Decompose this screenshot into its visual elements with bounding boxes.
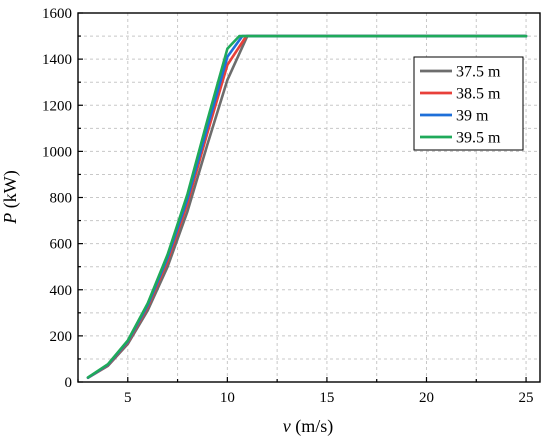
y-tick-label: 200 — [50, 329, 73, 345]
x-axis-unit: (m/s) — [291, 416, 334, 436]
legend-label-0: 37.5 m — [456, 64, 501, 81]
legend: 37.5 m 38.5 m 39 m 39.5 m — [413, 56, 524, 151]
x-tick-label: 15 — [319, 390, 334, 406]
x-axis-var: v — [283, 416, 291, 436]
legend-label-3: 39.5 m — [456, 130, 501, 147]
y-tick-label: 600 — [50, 237, 73, 253]
x-tick-label: 5 — [124, 390, 132, 406]
legend-label-1: 38.5 m — [456, 86, 501, 103]
y-tick-label: 1200 — [42, 98, 72, 114]
series-line-3 — [86, 34, 528, 379]
y-axis: 0 200 400 600 800 1000 1200 1400 1600 — [42, 6, 83, 391]
y-tick-label: 1000 — [42, 144, 72, 160]
y-tick-label: 1600 — [42, 6, 72, 22]
y-tick-label: 1400 — [42, 52, 72, 68]
y-tick-label: 0 — [65, 375, 73, 391]
y-tick-label: 800 — [50, 191, 73, 207]
x-tick-label: 20 — [419, 390, 434, 406]
x-axis-title: v (m/s) — [283, 416, 334, 436]
y-axis-title: P (kW) — [0, 170, 21, 224]
y-axis-var: P — [0, 213, 20, 225]
y-axis-unit: (kW) — [0, 170, 21, 212]
legend-box — [413, 56, 524, 151]
series-layer — [86, 34, 528, 380]
x-axis: 5 10 15 20 25 — [77, 377, 534, 406]
x-tick-label: 25 — [519, 390, 534, 406]
y-tick-label: 400 — [50, 283, 73, 299]
legend-label-2: 39 m — [456, 108, 489, 125]
x-tick-label: 10 — [220, 390, 235, 406]
